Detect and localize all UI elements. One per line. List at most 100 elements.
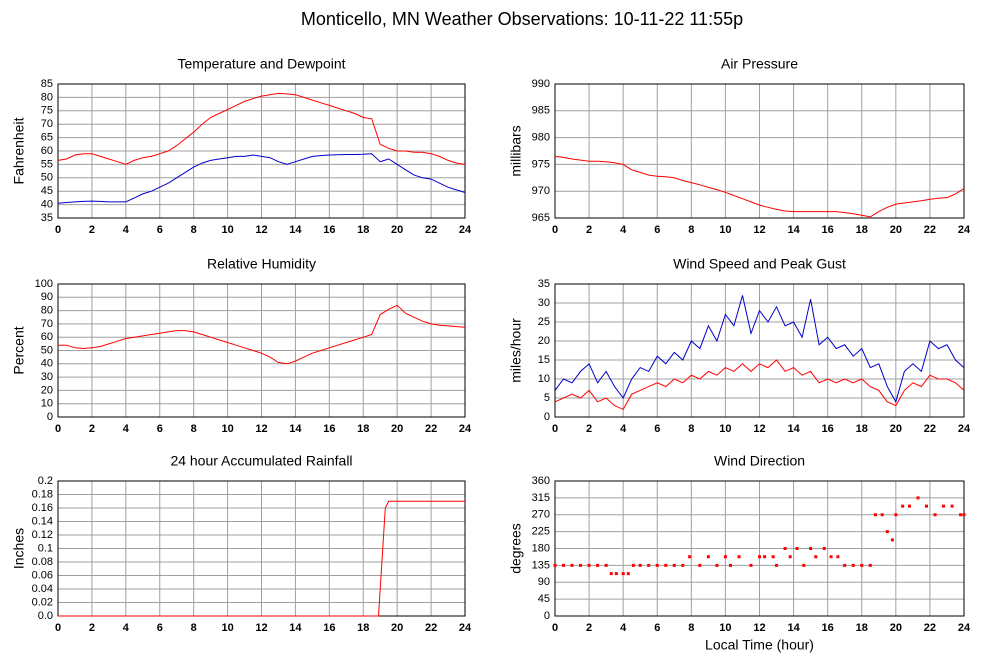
y-tick-label: 0.14 bbox=[32, 515, 53, 527]
x-tick-label: 22 bbox=[924, 622, 936, 634]
y-tick-label: 0.12 bbox=[32, 529, 53, 541]
x-tick-label: 6 bbox=[157, 622, 163, 634]
data-line bbox=[57, 92, 466, 165]
x-tick-label: 16 bbox=[323, 423, 335, 435]
x-tick-label: 0 bbox=[55, 224, 61, 236]
y-tick-label: 0.08 bbox=[32, 556, 53, 568]
chart-panel: Temperature and DewpointFahrenheit354045… bbox=[11, 56, 472, 236]
x-tick-label: 20 bbox=[391, 423, 403, 435]
x-tick-label: 20 bbox=[890, 423, 902, 435]
y-tick-label: 0 bbox=[544, 411, 550, 423]
x-tick-label: 0 bbox=[55, 423, 61, 435]
x-tick-label: 6 bbox=[157, 224, 163, 236]
plot-border bbox=[554, 83, 965, 219]
y-tick-label: 970 bbox=[532, 185, 550, 197]
x-tick-label: 24 bbox=[958, 622, 971, 634]
data-point bbox=[890, 538, 894, 542]
chart-title: Wind Speed and Peak Gust bbox=[673, 256, 846, 272]
x-tick-label: 0 bbox=[552, 224, 558, 236]
data-point bbox=[788, 555, 792, 559]
x-tick-label: 12 bbox=[255, 224, 267, 236]
data-point bbox=[749, 563, 753, 567]
x-tick-label: 4 bbox=[123, 423, 130, 435]
x-tick-label: 22 bbox=[924, 423, 936, 435]
data-point bbox=[681, 563, 685, 567]
x-tick-label: 22 bbox=[425, 224, 437, 236]
x-tick-label: 14 bbox=[289, 423, 302, 435]
x-tick-label: 10 bbox=[221, 622, 233, 634]
y-tick-label: 40 bbox=[41, 199, 53, 211]
plot-border bbox=[554, 283, 965, 418]
y-tick-label: 270 bbox=[532, 509, 550, 521]
data-point bbox=[959, 513, 963, 517]
y-tick-label: 60 bbox=[41, 331, 53, 343]
x-tick-label: 0 bbox=[552, 423, 558, 435]
chart-panel: Wind Speed and Peak Gust miles/hour 0 5 10 15… bbox=[508, 256, 971, 435]
x-tick-label: 16 bbox=[323, 224, 335, 236]
x-tick-label: 6 bbox=[157, 423, 163, 435]
y-tick-label: 50 bbox=[41, 172, 53, 184]
y-tick-label: 10 bbox=[538, 373, 550, 385]
data-point bbox=[655, 563, 659, 567]
data-point bbox=[901, 504, 905, 508]
data-point bbox=[822, 547, 826, 550]
data-point bbox=[907, 504, 911, 508]
y-tick-label: 85 bbox=[41, 78, 53, 90]
x-tick-label: 8 bbox=[688, 224, 694, 236]
y-tick-label: 20 bbox=[41, 384, 53, 396]
y-tick-label: 315 bbox=[532, 492, 550, 504]
data-point bbox=[609, 572, 613, 576]
x-tick-label: 16 bbox=[323, 622, 335, 634]
data-point bbox=[604, 563, 608, 567]
y-tick-label: 80 bbox=[41, 305, 53, 317]
data-point bbox=[868, 563, 872, 567]
data-point bbox=[638, 563, 642, 567]
x-tick-label: 18 bbox=[856, 622, 868, 634]
x-tick-label: 4 bbox=[123, 224, 130, 236]
y-tick-label: 90 bbox=[538, 576, 550, 588]
data-point bbox=[587, 563, 591, 567]
x-tick-label: 10 bbox=[221, 224, 233, 236]
data-line bbox=[57, 153, 466, 204]
data-point bbox=[562, 563, 566, 567]
data-line bbox=[58, 500, 465, 617]
plot-border bbox=[57, 283, 466, 418]
x-tick-label: 2 bbox=[89, 622, 95, 634]
y-tick-label: 990 bbox=[532, 78, 550, 90]
y-tick-label: 30 bbox=[538, 297, 550, 309]
data-point bbox=[596, 563, 600, 567]
data-point bbox=[802, 563, 806, 567]
x-tick-label: 24 bbox=[958, 423, 971, 435]
x-tick-label: 14 bbox=[289, 622, 302, 634]
x-tick-label: 2 bbox=[89, 224, 95, 236]
x-tick-label: 16 bbox=[822, 622, 834, 634]
y-tick-label: 0.1 bbox=[38, 542, 53, 554]
x-tick-label: 0 bbox=[552, 622, 558, 634]
y-tick-label: 25 bbox=[538, 316, 550, 328]
data-line bbox=[554, 295, 965, 404]
data-point bbox=[771, 555, 775, 559]
chart-title: Air Pressure bbox=[721, 56, 798, 72]
y-tick-label: 135 bbox=[532, 559, 550, 571]
y-tick-label: 180 bbox=[532, 542, 550, 554]
y-tick-label: 0.18 bbox=[32, 488, 53, 500]
y-tick-label: 55 bbox=[41, 158, 53, 170]
data-point bbox=[809, 547, 813, 550]
y-tick-label: 100 bbox=[35, 278, 53, 290]
x-tick-label: 20 bbox=[391, 224, 403, 236]
y-tick-label: 10 bbox=[41, 398, 53, 410]
data-point bbox=[860, 563, 864, 567]
data-point bbox=[758, 555, 761, 559]
data-point bbox=[698, 563, 702, 567]
x-tick-label: 22 bbox=[425, 622, 437, 634]
x-tick-label: 18 bbox=[357, 423, 369, 435]
data-point bbox=[814, 555, 818, 559]
x-tick-label: 4 bbox=[123, 622, 130, 634]
data-point bbox=[933, 513, 937, 517]
x-tick-label: 2 bbox=[89, 423, 95, 435]
data-point bbox=[851, 563, 855, 567]
data-point bbox=[795, 547, 799, 550]
x-tick-label: 20 bbox=[890, 622, 902, 634]
x-tick-label: 4 bbox=[620, 423, 627, 435]
